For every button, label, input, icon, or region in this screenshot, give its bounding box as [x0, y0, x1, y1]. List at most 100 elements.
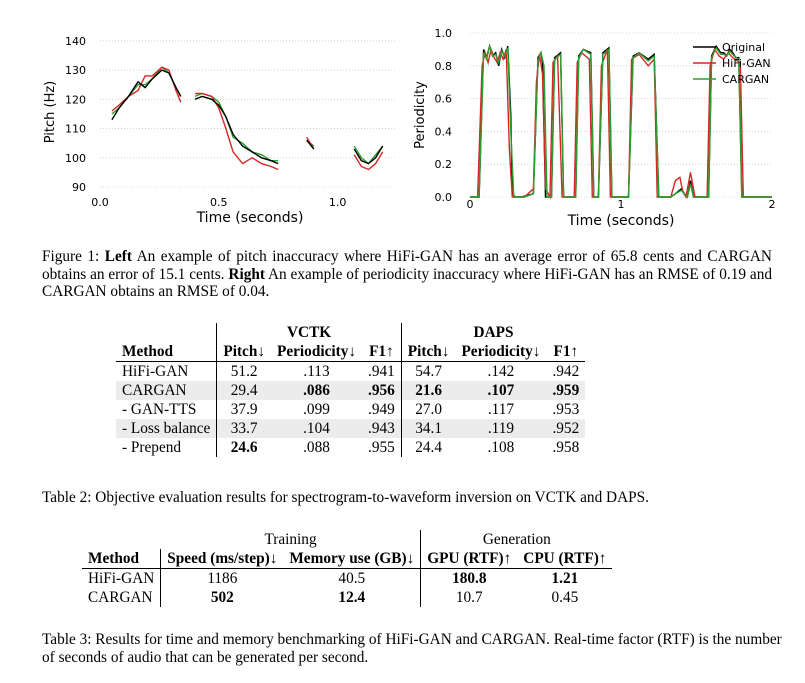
- table2-cell: - Loss balance: [116, 419, 217, 438]
- pitch-ylabel: Pitch (Hz): [43, 81, 58, 144]
- pitch-xlabel: Time (seconds): [196, 210, 304, 226]
- pitch-line-original: [306, 139, 315, 150]
- table3-header: GPU (RTF)↑: [420, 549, 518, 569]
- periodicity-ytick-label: 0.6: [435, 93, 453, 106]
- periodicity-line-cargan: [470, 43, 772, 199]
- pitch-line-hifi-gan: [195, 92, 279, 171]
- pitch-ytick-label: 90: [72, 181, 86, 194]
- table2-cell: .942: [546, 361, 586, 381]
- table2-cell: .952: [546, 419, 586, 438]
- table-row: HiFi-GAN 1186 40.5 180.8 1.21: [82, 568, 613, 588]
- table3-header: CPU (RTF)↑: [523, 550, 607, 567]
- table3-cell: 502: [160, 588, 284, 607]
- table-2: VCTK DAPS Method Pitch↓ Periodicity↓ F1↑ Pit…: [116, 323, 586, 457]
- pitch-plot: Pitch (Hz) Time (seconds) 140 130 120 110 10…: [43, 35, 397, 226]
- table2-cell: .949: [368, 401, 395, 418]
- table-row: - Loss balance 33.7.104.943 34.1.119.952: [116, 419, 586, 438]
- table3-cell: HiFi-GAN: [82, 568, 161, 588]
- table2-header: F1↑: [553, 343, 579, 360]
- table2-header: Periodicity↓: [277, 343, 357, 360]
- table2-cell: - GAN-TTS: [122, 401, 197, 418]
- table3-cell: CARGAN: [88, 589, 153, 606]
- table-3: Training Generation Method Speed (ms/step…: [82, 530, 613, 607]
- pitch-xtick-label: 0.5: [210, 196, 228, 209]
- table2-cell: 37.9: [216, 400, 271, 419]
- table-row: CARGAN 29.4.086.956 21.6.107.959: [116, 381, 586, 400]
- table2-cell: .086: [271, 381, 363, 400]
- table2-cell: .142: [455, 361, 547, 381]
- table2-cell: .941: [362, 361, 402, 381]
- table3-header: Speed (ms/step)↓: [160, 549, 284, 569]
- table3-cell: 1.21: [517, 568, 613, 588]
- table-row: HiFi-GAN 51.2.113.941 54.7.142.942: [116, 361, 586, 381]
- table2-cell: 51.2: [216, 361, 271, 381]
- table3-group-training: Training: [264, 531, 317, 548]
- table2-group-daps: DAPS: [400, 323, 586, 342]
- table3-header: Memory use (GB)↓: [289, 550, 415, 567]
- pitch-line-hifi-gan: [353, 151, 384, 171]
- table2-cell: .953: [552, 401, 580, 418]
- pitch-ytick-label: 100: [65, 152, 86, 165]
- periodicity-ytick-label: 0.8: [435, 60, 453, 73]
- periodicity-xlabel: Time (seconds): [567, 213, 675, 229]
- table2-cell: .088: [303, 439, 330, 456]
- pitch-ytick-label: 120: [65, 93, 86, 106]
- table3-group-generation: Generation: [420, 530, 613, 549]
- figure-1: Pitch (Hz) Time (seconds) 140 130 120 110 10…: [0, 0, 805, 240]
- table2-cell: .108: [487, 439, 515, 456]
- pitch-xtick-label: 1.0: [329, 196, 347, 209]
- table2-cell: CARGAN: [116, 381, 217, 400]
- table2-cell: .956: [362, 381, 402, 400]
- pitch-line-original: [353, 145, 384, 165]
- table3-cell: 12.4: [338, 589, 366, 606]
- table-row: CARGAN 502 12.4 10.7 0.45: [82, 588, 612, 607]
- periodicity-ytick-label: 0.0: [435, 191, 453, 204]
- table2-cell: .959: [546, 381, 586, 400]
- table3-cell: 10.7: [420, 588, 518, 607]
- table3-cell: 180.8: [420, 568, 518, 588]
- table2-cell: .107: [455, 381, 547, 400]
- figure-caption-left-text: An example of pitch inaccuracy where HiF…: [42, 248, 772, 283]
- periodicity-plot: Periodicity Time (seconds) 1.0 0.8 0.6 0.4 0…: [413, 27, 776, 229]
- table2-group-vctk: VCTK: [216, 323, 402, 342]
- periodicity-xtick-label: 1: [618, 198, 625, 211]
- table2-cell: .113: [271, 361, 363, 381]
- periodicity-ytick-label: 1.0: [435, 27, 453, 40]
- periodicity-ytick-label: 0.2: [435, 158, 453, 171]
- table2-header: F1↑: [369, 343, 394, 360]
- periodicity-ytick-label: 0.4: [435, 125, 453, 138]
- table2-cell: .943: [362, 419, 402, 438]
- periodicity-xtick-label: 2: [769, 198, 776, 211]
- table-row: - GAN-TTS 37.9 .099 .949 27.0 .117 .953: [116, 400, 585, 419]
- legend-label-hifi-gan: HiFi-GAN: [722, 57, 771, 70]
- periodicity-xtick-label: 0: [467, 198, 474, 211]
- table2-header: Pitch↓: [400, 342, 456, 362]
- table2-cell: .955: [368, 439, 395, 456]
- table3-cell: 1186: [160, 568, 284, 588]
- table2-cell: 29.4: [216, 381, 271, 400]
- pitch-line-original: [111, 69, 182, 121]
- figure-caption-left-label: Left: [104, 248, 132, 265]
- table2-header: Periodicity↓: [461, 343, 541, 360]
- table2-cell: 27.0: [400, 400, 456, 419]
- figure-caption-right-text: An example of periodicity inaccuracy whe…: [42, 265, 772, 301]
- pitch-ytick-label: 130: [65, 64, 86, 77]
- table2-cell: 34.1: [400, 419, 456, 438]
- table2-cell: 21.6: [400, 381, 456, 400]
- table3-cell: 0.45: [551, 589, 579, 606]
- table3-header: Method: [88, 550, 139, 567]
- table2-cell: .958: [552, 439, 580, 456]
- figure-caption-right-label: Right: [228, 265, 265, 283]
- table2-cell: - Prepend: [122, 439, 182, 456]
- table3-caption: Table 3: Results for time and memory ben…: [42, 631, 782, 666]
- table-row: - Prepend 24.6 .088 .955 24.4 .108 .958: [116, 438, 585, 457]
- pitch-line-cargan: [194, 92, 279, 162]
- periodicity-ylabel: Periodicity: [413, 81, 428, 149]
- table2-cell: 24.4: [400, 438, 456, 457]
- table2-cell: .099: [303, 401, 330, 418]
- table3-cell: 40.5: [283, 568, 421, 588]
- table2-cell: HiFi-GAN: [116, 361, 217, 381]
- table2-header: Pitch↓: [216, 342, 271, 362]
- pitch-ytick-label: 140: [65, 35, 86, 48]
- pitch-periodicity-figure: Pitch (Hz) Time (seconds) 14013012011010…: [43, 27, 776, 229]
